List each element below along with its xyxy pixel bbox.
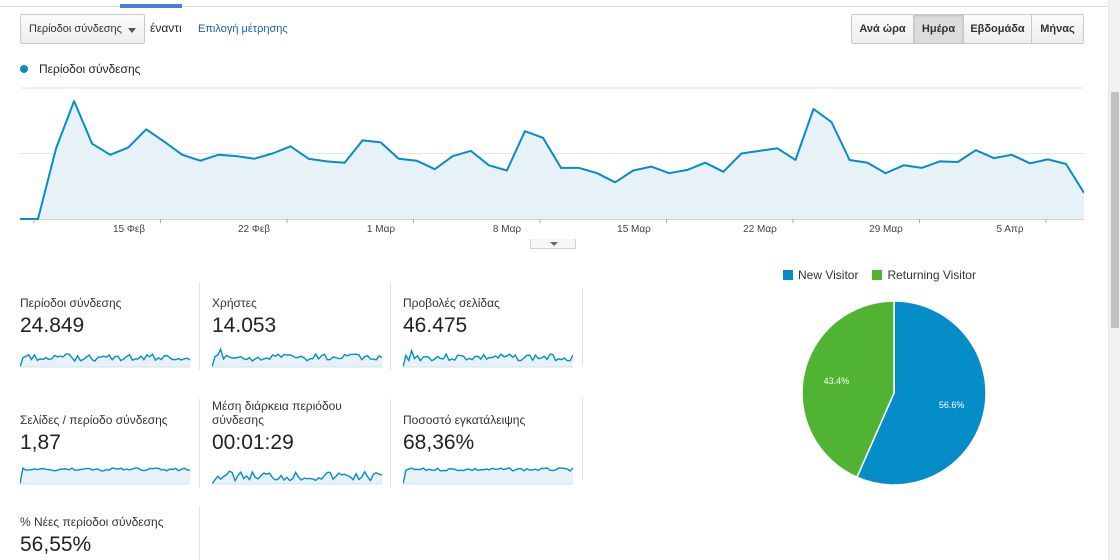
metric-value: 1,87 (20, 431, 61, 454)
page-scrollbar[interactable] (1108, 0, 1120, 560)
legend-swatch (783, 270, 793, 280)
scrollbar-thumb[interactable] (1111, 92, 1119, 328)
series-line (20, 100, 1084, 220)
sparkline-line (20, 467, 190, 485)
sparkline (212, 347, 382, 368)
chevron-down-icon (128, 28, 136, 33)
sparkline-line (20, 353, 190, 368)
main-chart-legend: Περίοδοι σύνδεσης (20, 62, 140, 76)
month-button[interactable]: Μήνας (1032, 15, 1083, 43)
sparkline-line (403, 348, 573, 368)
metric-select-label: Περίοδοι σύνδεσης (29, 23, 122, 35)
x-axis-labels: 15 Φεβ 22 Φεβ 1 Μαρ 8 Μαρ 15 Μαρ 22 Μαρ … (20, 224, 1084, 238)
x-tick-label: 15 Μαρ (617, 224, 651, 235)
sparkline-line (212, 470, 382, 485)
chart-collapse-toggle[interactable] (530, 239, 576, 249)
x-tick-label: 22 Φεβ (237, 224, 271, 235)
pick-metric-link[interactable]: Επιλογή μέτρησης (198, 23, 288, 35)
active-tab-indicator (120, 4, 182, 8)
metric-name: Ποσοστό εγκατάλειψης (403, 413, 526, 427)
metric-value: 56,55% (20, 533, 92, 556)
hourly-button[interactable]: Ανά ώρα (852, 15, 914, 43)
metric-tile-users[interactable]: Χρήστες 14.053 (199, 282, 391, 370)
sparkline (212, 470, 382, 485)
granularity-button-group: Ανά ώρα Ημέρα Εβδομάδα Μήνας (851, 14, 1084, 44)
day-button[interactable]: Ημέρα (914, 15, 964, 43)
x-tick-label: 29 Μαρ (869, 224, 903, 235)
series-area (20, 101, 1084, 219)
metric-value: 14.053 (212, 314, 277, 337)
metric-tile-avg-session-duration[interactable]: Μέση διάρκεια περιόδου σύνδεσης 00:01:29 (199, 399, 391, 487)
metric-value: 00:01:29 (212, 431, 294, 454)
legend-swatch (872, 270, 883, 280)
sparkline (20, 353, 190, 368)
pie-slice-label: 43.4% (824, 376, 850, 386)
metric-value: 24.849 (20, 314, 85, 337)
chevron-down-icon (550, 242, 558, 246)
tile-divider (582, 288, 583, 366)
sparkline-area (403, 468, 573, 484)
x-tick-label: 8 Μαρ (492, 224, 522, 235)
sparkline-area (20, 468, 190, 484)
sparkline-line (403, 467, 573, 485)
x-tick-label: 15 Φεβ (112, 224, 146, 235)
series-dot-icon (20, 65, 28, 73)
x-tick-label: 1 Μαρ (366, 224, 396, 235)
vs-label: έναντι (150, 21, 182, 35)
metric-tile-pages-per-session[interactable]: Σελίδες / περίοδο σύνδεσης 1,87 (20, 399, 212, 487)
pie-legend-label: Returning Visitor (887, 268, 976, 282)
metric-tile-bounce-rate[interactable]: Ποσοστό εγκατάλειψης 68,36% (390, 399, 582, 487)
sparkline-area (212, 471, 382, 484)
sparkline (20, 467, 190, 485)
pie-legend-label: New Visitor (798, 268, 859, 282)
pie-legend-item[interactable]: New Visitor (783, 268, 858, 282)
metric-name: Μέση διάρκεια περιόδου σύνδεσης (212, 399, 342, 427)
pie-slice-label: 56.6% (939, 400, 965, 410)
metric-tile-new-sessions[interactable]: % Νέες περίοδοι σύνδεσης 56,55% (20, 501, 212, 557)
metric-name: Σελίδες / περίοδο σύνδεσης (20, 413, 168, 427)
visitor-pie-chart[interactable]: 56.6% 43.4% (800, 299, 988, 487)
top-tab-strip (0, 0, 1108, 8)
metric-value: 68,36% (403, 431, 475, 454)
sparkline (403, 467, 573, 485)
x-tick-label: 22 Μαρ (743, 224, 777, 235)
x-tick-label: 5 Απρ (996, 224, 1024, 235)
metric-name: % Νέες περίοδοι σύνδεσης (20, 515, 164, 529)
main-chart-legend-label: Περίοδοι σύνδεσης (39, 62, 141, 76)
metric-tile-sessions[interactable]: Περίοδοι σύνδεσης 24.849 (20, 282, 212, 370)
tile-divider (199, 506, 200, 560)
metric-tile-pageviews[interactable]: Προβολές σελίδας 46.475 (390, 282, 582, 370)
metric-value: 46.475 (403, 314, 468, 337)
pie-slice[interactable] (855, 300, 987, 486)
pie-slice[interactable] (801, 300, 895, 479)
pie-legend: New Visitor Returning Visitor (783, 268, 976, 282)
metric-name: Προβολές σελίδας (403, 296, 500, 310)
week-button[interactable]: Εβδομάδα (964, 15, 1032, 43)
sparkline-line (212, 347, 382, 368)
sparkline (403, 348, 573, 368)
main-line-chart[interactable] (20, 80, 1084, 240)
metric-name: Χρήστες (212, 296, 257, 310)
pie-legend-item[interactable]: Returning Visitor (872, 268, 976, 282)
tile-divider (582, 396, 583, 480)
metric-name: Περίοδοι σύνδεσης (20, 296, 122, 310)
metric-select[interactable]: Περίοδοι σύνδεσης (20, 14, 145, 44)
